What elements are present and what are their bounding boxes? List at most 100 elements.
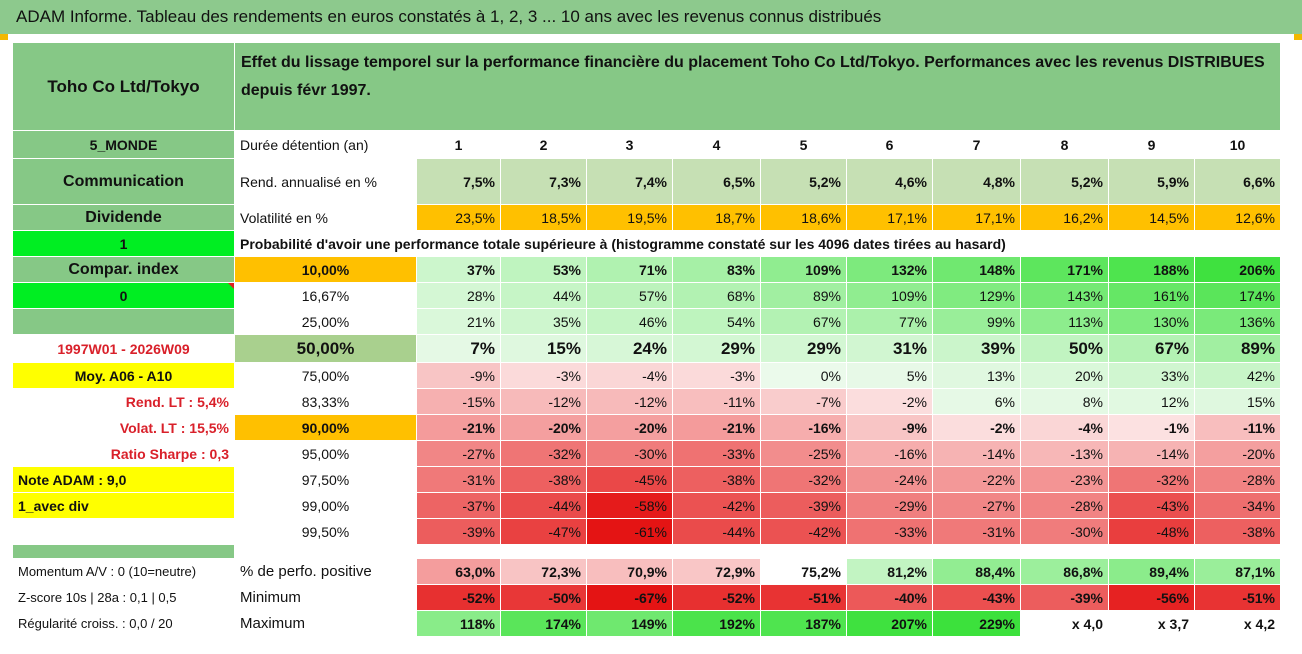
stat-value-cell: x 4,2 [1194,610,1281,637]
percentile-return-cell: -3% [500,362,587,389]
stat-value-cell: 89,4% [1108,558,1195,585]
percentile-return-cell: -31% [932,518,1021,545]
volatility-cell: 16,2% [1020,204,1109,231]
stat-value-cell: -40% [846,584,933,611]
percentile-label: 50,00% [234,334,417,363]
percentile-return-cell: -44% [500,492,587,519]
percentile-return-cell: -27% [932,492,1021,519]
percentile-return-cell: -32% [760,466,847,493]
percentile-return-cell: -30% [1020,518,1109,545]
percentile-return-cell: -30% [586,440,673,467]
stat-value-cell: 174% [500,610,587,637]
region-label: 5_MONDE [12,130,235,159]
percentile-return-cell: 29% [760,334,847,363]
percentile-return-cell: -43% [1108,492,1195,519]
probability-label: Probabilité d'avoir une performance tota… [234,230,1109,257]
percentile-return-cell: -33% [846,518,933,545]
year-header: 8 [1020,130,1109,159]
annual-return-cell: 6,6% [1194,158,1281,205]
percentile-return-cell: -2% [846,388,933,415]
corner-marker-left [0,34,8,40]
percentile-return-cell: -2% [932,414,1021,441]
percentile-return-cell: -38% [1194,518,1281,545]
percentile-return-cell: -37% [416,492,501,519]
percentile-return-cell: -33% [672,440,761,467]
percentile-return-cell: -21% [672,414,761,441]
sector-label: Communication [12,158,235,205]
percentile-return-cell: -44% [672,518,761,545]
volatility-cell: 19,5% [586,204,673,231]
annual-return-cell: 7,5% [416,158,501,205]
stat-label: % de perfo. positive [234,558,417,585]
side-info-cell: Rend. LT : 5,4% [12,388,235,415]
percentile-return-cell: -39% [416,518,501,545]
volatility-cell: 17,1% [932,204,1021,231]
percentile-return-cell: 21% [416,308,501,335]
volatility-cell: 18,7% [672,204,761,231]
fund-name: Toho Co Ltd/Tokyo [12,42,235,131]
percentile-return-cell: 6% [932,388,1021,415]
percentile-return-cell: 174% [1194,282,1281,309]
percentile-label: 99,00% [234,492,417,519]
percentile-return-cell: 28% [416,282,501,309]
percentile-return-cell: -27% [416,440,501,467]
percentile-return-cell: -25% [760,440,847,467]
percentile-return-cell: -28% [1020,492,1109,519]
stat-value-cell: 118% [416,610,501,637]
corner-marker-right [1294,34,1302,40]
percentile-label: 99,50% [234,518,417,545]
percentile-return-cell: 99% [932,308,1021,335]
percentile-return-cell: 31% [846,334,933,363]
percentile-return-cell: -1% [1108,414,1195,441]
stat-value-cell: -51% [760,584,847,611]
percentile-return-cell: -39% [760,492,847,519]
flag-one: 1 [12,230,235,257]
annual-return-cell: 5,2% [1020,158,1109,205]
stat-value-cell: 70,9% [586,558,673,585]
duration-label: Durée détention (an) [234,130,417,159]
separator [234,544,1281,559]
annual-return-cell: 4,6% [846,158,933,205]
stat-value-cell: 72,3% [500,558,587,585]
return-label: Rend. annualisé en % [234,158,417,205]
stat-value-cell: -52% [416,584,501,611]
side-info-cell: 1997W01 - 2026W09 [12,334,235,363]
side-info-cell [12,518,235,545]
percentile-return-cell: 109% [846,282,933,309]
percentile-return-cell: -3% [672,362,761,389]
year-header: 5 [760,130,847,159]
percentile-return-cell: 13% [932,362,1021,389]
percentile-return-cell: -47% [500,518,587,545]
percentile-label: 25,00% [234,308,417,335]
year-header: 7 [932,130,1021,159]
percentile-return-cell: 57% [586,282,673,309]
percentile-return-cell: 8% [1020,388,1109,415]
percentile-return-cell: 188% [1108,256,1195,283]
stat-value-cell: 81,2% [846,558,933,585]
stat-value-cell: 75,2% [760,558,847,585]
percentile-return-cell: 42% [1194,362,1281,389]
stat-left-cell: Z-score 10s | 28a : 0,1 | 0,5 [12,584,235,611]
percentile-return-cell: -38% [500,466,587,493]
percentile-return-cell: -48% [1108,518,1195,545]
year-header: 1 [416,130,501,159]
percentile-return-cell: -61% [586,518,673,545]
stat-label: Minimum [234,584,417,611]
percentile-return-cell: 109% [760,256,847,283]
blank-cell [1108,230,1195,257]
percentile-return-cell: -12% [500,388,587,415]
percentile-return-cell: -34% [1194,492,1281,519]
volatility-cell: 18,6% [760,204,847,231]
side-info-cell: Ratio Sharpe : 0,3 [12,440,235,467]
percentile-label: 16,67% [234,282,417,309]
stat-label: Maximum [234,610,417,637]
percentile-return-cell: -20% [500,414,587,441]
side-info-cell: 1_avec div [12,492,235,519]
side-info-cell: Note ADAM : 9,0 [12,466,235,493]
year-header: 4 [672,130,761,159]
percentile-label: 97,50% [234,466,417,493]
percentile-return-cell: -13% [1020,440,1109,467]
stat-value-cell: x 4,0 [1020,610,1109,637]
year-header: 10 [1194,130,1281,159]
side-info-cell: Volat. LT : 15,5% [12,414,235,441]
